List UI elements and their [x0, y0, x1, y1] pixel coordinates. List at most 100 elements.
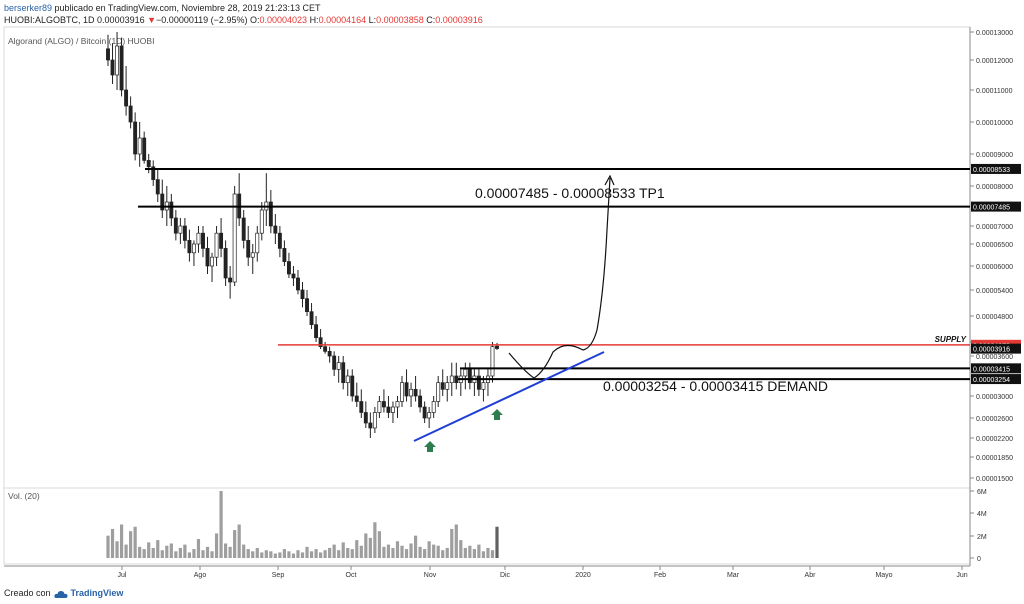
- candle-body: [196, 232, 201, 245]
- candle-body: [133, 121, 138, 155]
- open-label: O:: [249, 15, 260, 25]
- candle: [422, 401, 427, 423]
- candle-body: [381, 401, 386, 408]
- time-axis[interactable]: Jul Ago Sep Oct Nov Dic 2020 Feb Mar Abr Mayo Jun: [118, 566, 968, 579]
- candle-body: [409, 388, 414, 397]
- candle-body: [173, 217, 178, 234]
- candle: [182, 218, 187, 249]
- volume-bar: [427, 541, 431, 558]
- low-value: 0.00003858: [376, 15, 424, 25]
- candle: [250, 244, 255, 274]
- author-link[interactable]: berserker89: [4, 3, 53, 13]
- candle-body: [296, 277, 300, 291]
- high-label: H:: [309, 15, 319, 25]
- candle: [440, 369, 445, 396]
- candle: [345, 369, 350, 396]
- candle: [490, 342, 495, 383]
- tp1-bottom-tag: [971, 201, 1021, 212]
- candle: [404, 369, 409, 402]
- candle: [191, 240, 196, 266]
- candle: [205, 236, 210, 274]
- up-arrow-icon: [424, 441, 436, 452]
- volume-bar: [165, 545, 169, 558]
- volume-bar: [151, 547, 155, 558]
- candle-body: [151, 166, 156, 180]
- candle-body: [359, 401, 364, 413]
- candle: [223, 240, 228, 286]
- candle-body: [454, 375, 459, 384]
- price-tick-label: 0.00008000: [976, 184, 1013, 191]
- candle: [296, 270, 300, 295]
- volume-bar: [450, 528, 454, 558]
- volume-bar: [418, 546, 422, 558]
- volume-bar: [219, 491, 223, 558]
- candle: [413, 376, 418, 402]
- candle-body: [463, 368, 468, 377]
- volume-bar: [260, 552, 264, 558]
- volume-bar: [337, 550, 341, 558]
- candles: [106, 32, 499, 438]
- candle: [291, 266, 296, 286]
- volume-bar: [341, 542, 345, 558]
- tradingview-logo[interactable]: TradingView: [70, 588, 124, 598]
- candle: [495, 342, 499, 350]
- volume-bar: [328, 547, 332, 558]
- footer: Creado con TradingView: [4, 588, 123, 599]
- volume-bar: [282, 549, 287, 558]
- candle-body: [309, 311, 314, 326]
- volume-tick-label: 4M: [977, 511, 987, 518]
- volume-bar: [364, 533, 368, 558]
- volume-bar: [110, 528, 115, 558]
- volume-bar: [391, 547, 395, 558]
- candle-body: [178, 225, 183, 234]
- candle: [363, 401, 368, 428]
- volume-bar: [355, 540, 359, 558]
- candle: [128, 96, 133, 129]
- volume-bar: [486, 547, 490, 558]
- candle: [418, 389, 423, 413]
- candle-body: [422, 406, 427, 419]
- candle: [187, 229, 192, 262]
- demand-top-tag: [971, 363, 1021, 374]
- price-axis[interactable]: 0.00013000 0.00012000 0.00011000 0.00010000…: [970, 30, 1013, 483]
- candle-body: [314, 324, 319, 339]
- price-tick-label: 0.00007000: [976, 224, 1013, 231]
- candle: [318, 329, 323, 349]
- candle-body: [246, 240, 251, 258]
- candle-body: [386, 406, 391, 413]
- candle-body: [223, 248, 228, 279]
- candle: [314, 316, 319, 342]
- candle: [124, 66, 129, 116]
- candle: [146, 154, 151, 174]
- volume-bar: [183, 544, 187, 558]
- volume-bar: [251, 551, 255, 558]
- volume-bar: [436, 545, 440, 558]
- candle: [309, 303, 314, 329]
- volume-bar: [237, 524, 241, 558]
- candle-body: [119, 45, 124, 91]
- candle-body: [191, 243, 196, 254]
- projection-arrowhead: [604, 174, 615, 186]
- volume-bar: [314, 549, 318, 558]
- volume-tick-label: 6M: [977, 489, 987, 496]
- chart-title: Algorand (ALGO) / Bitcoin (1D) HUOBI: [8, 36, 154, 46]
- volume-bar: [350, 549, 354, 558]
- volume-tick-label: 2M: [977, 534, 987, 541]
- candle-body: [259, 209, 264, 234]
- tp1-top-tag-label: 0.00008533: [973, 167, 1010, 174]
- candle-body: [250, 252, 255, 258]
- volume-label: Vol. (20): [8, 491, 40, 501]
- time-tick-label: Abr: [805, 572, 817, 579]
- volume-bar: [454, 524, 458, 558]
- volume-bar: [377, 531, 381, 558]
- volume-bar: [468, 545, 472, 558]
- candle-body: [400, 382, 404, 402]
- candle: [359, 389, 364, 418]
- candle: [391, 401, 395, 423]
- candle-body: [205, 248, 210, 267]
- volume-bar: [187, 552, 192, 558]
- publish-info: berserker89 publicado en TradingView.com…: [4, 3, 321, 14]
- demand-top-tag-label: 0.00003415: [973, 366, 1010, 373]
- candle: [115, 32, 119, 90]
